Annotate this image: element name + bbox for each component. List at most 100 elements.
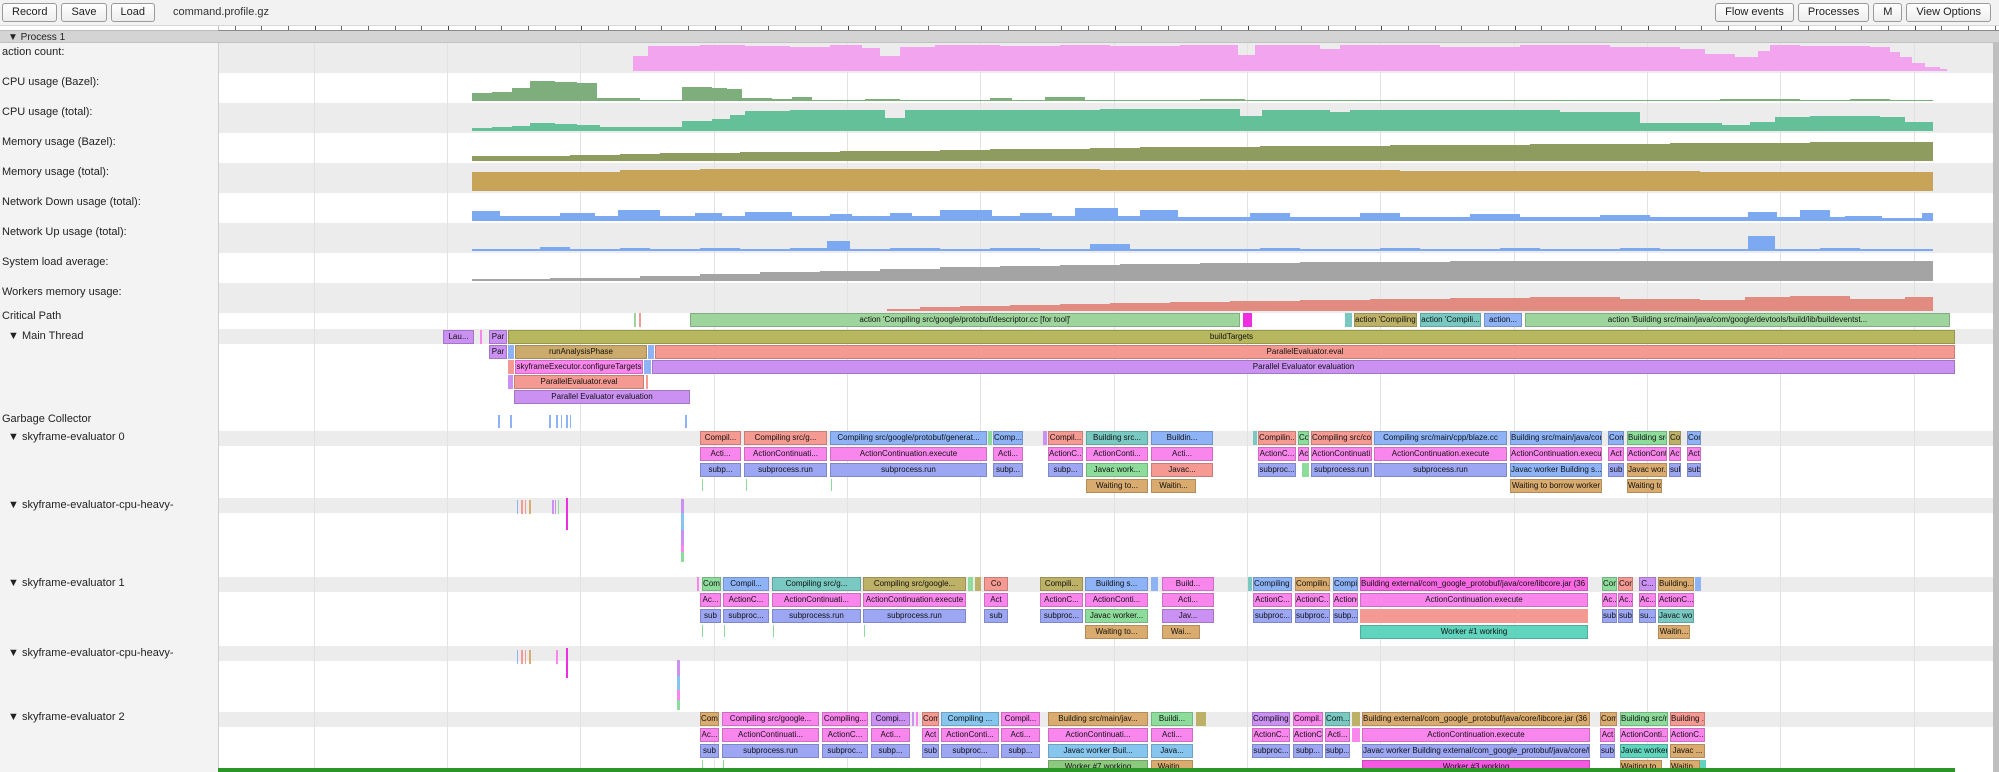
trace-span[interactable]: ActionContinuation.execute — [1510, 447, 1602, 461]
trace-span[interactable]: Acti... — [1001, 728, 1040, 742]
trace-span[interactable]: Waiting to... — [1627, 479, 1662, 493]
trace-span[interactable]: sub — [700, 609, 721, 623]
trace-span[interactable]: ActionConti... — [1086, 447, 1148, 461]
trace-span[interactable] — [646, 375, 648, 389]
trace-span[interactable]: sub — [700, 744, 719, 758]
trace-span[interactable]: Building external/com_google_protobuf/ja… — [1360, 577, 1588, 591]
instant-event-tick[interactable] — [517, 650, 518, 664]
trace-span[interactable]: Parallel Evaluator evaluation — [514, 390, 690, 404]
trace-span[interactable]: Compiling src/g... — [744, 431, 827, 445]
instant-event-tick[interactable] — [685, 415, 687, 428]
trace-span[interactable]: ActionC... — [1252, 728, 1290, 742]
instant-event-tick[interactable] — [566, 648, 568, 678]
trace-span[interactable]: ActionContinuation.execute — [863, 593, 966, 607]
instant-event-tick[interactable] — [517, 500, 518, 514]
trace-span[interactable]: ActionC... — [1670, 728, 1705, 742]
trace-span[interactable]: Compiling src/core/... — [1311, 431, 1372, 445]
trace-span[interactable]: ActionC... — [1048, 447, 1083, 461]
trace-span[interactable]: Compiling src/google/protobuf/generat... — [830, 431, 987, 445]
trace-span[interactable]: ActionContinuati... — [772, 593, 861, 607]
instant-event-tick[interactable] — [556, 650, 558, 664]
trace-span[interactable]: ActionC... — [1293, 728, 1323, 742]
trace-span[interactable]: subproc... — [822, 744, 868, 758]
trace-span[interactable]: Compiling src/main/cpp/blaze.cc — [1374, 431, 1507, 445]
trace-span[interactable]: ActionC... — [1258, 447, 1296, 461]
trace-span[interactable]: Com — [922, 712, 939, 726]
trace-span[interactable]: subprocess.run — [722, 744, 819, 758]
trace-span[interactable]: subprocess.run — [863, 609, 966, 623]
trace-span[interactable]: subp... — [871, 744, 910, 758]
trace-span[interactable]: Act — [1600, 728, 1615, 742]
trace-span[interactable] — [1345, 313, 1352, 327]
trace-span[interactable] — [968, 577, 973, 591]
trace-span[interactable]: ActionContinuati... — [722, 728, 819, 742]
thread-label[interactable]: ▼ skyframe-evaluator 1 — [8, 577, 125, 589]
trace-span[interactable]: subproc... — [1295, 609, 1330, 623]
trace-span[interactable]: Wai... — [1162, 625, 1200, 639]
instant-event-tick[interactable] — [677, 660, 680, 676]
trace-span[interactable] — [1248, 577, 1252, 591]
trace-span[interactable]: sub — [1687, 463, 1701, 477]
chart-net-up[interactable] — [218, 223, 1999, 253]
trace-span[interactable]: subproc... — [1252, 744, 1290, 758]
trace-span[interactable]: Act — [1687, 447, 1701, 461]
trace-span[interactable]: Compil... — [700, 431, 741, 445]
trace-span[interactable]: Javac worker Building s... — [1510, 463, 1602, 477]
trace-span[interactable]: Com — [700, 712, 719, 726]
trace-span[interactable]: Acti... — [993, 447, 1023, 461]
trace-span[interactable]: Building src/main/jav... — [1048, 712, 1148, 726]
trace-span[interactable]: Compiling... — [1252, 712, 1290, 726]
trace-span[interactable]: Javac work... — [1086, 463, 1148, 477]
instant-event-tick[interactable] — [570, 415, 571, 428]
trace-span[interactable]: ActionConti... — [1620, 728, 1668, 742]
trace-span[interactable]: ActionContinuation.execute — [1360, 593, 1588, 607]
trace-span[interactable]: Javac wor... — [1627, 463, 1667, 477]
trace-span[interactable]: Compilin... — [1295, 577, 1330, 591]
trace-span[interactable]: Ac... — [700, 728, 719, 742]
instant-event-tick[interactable] — [521, 500, 523, 514]
trace-span[interactable]: Compiling src/g... — [772, 577, 861, 591]
trace-span[interactable]: ActionConti... — [941, 728, 999, 742]
trace-span[interactable]: ActionC... — [1253, 593, 1292, 607]
trace-span[interactable]: Act — [1608, 447, 1624, 461]
trace-span[interactable]: Worker #1 working — [1360, 625, 1588, 639]
trace-span[interactable]: subp... — [1293, 744, 1323, 758]
chart-action-count[interactable] — [218, 43, 1999, 73]
instant-event-tick[interactable] — [556, 415, 558, 428]
instant-event-tick[interactable] — [677, 676, 680, 690]
instant-event-tick[interactable] — [498, 415, 500, 428]
instant-event-tick[interactable] — [724, 625, 725, 637]
trace-span[interactable]: Par — [489, 345, 507, 359]
trace-span[interactable] — [697, 577, 699, 591]
trace-span[interactable]: action... — [1484, 313, 1522, 327]
trace-span[interactable]: Acti... — [1151, 447, 1213, 461]
instant-event-tick[interactable] — [552, 500, 554, 514]
instant-event-tick[interactable] — [677, 700, 680, 710]
trace-span[interactable]: su... — [1639, 609, 1656, 623]
trace-span[interactable]: Par — [489, 330, 507, 344]
chart-mem-total[interactable] — [218, 163, 1999, 193]
instant-event-tick[interactable] — [702, 479, 703, 491]
trace-span[interactable]: Javac worker Building external/com_googl… — [1362, 744, 1590, 758]
trace-span[interactable] — [1352, 728, 1360, 742]
view-options-button[interactable]: View Options — [1906, 3, 1991, 22]
trace-span[interactable]: Ac... — [700, 593, 721, 607]
trace-span[interactable] — [1043, 431, 1047, 445]
instant-event-tick[interactable] — [681, 530, 684, 545]
trace-span[interactable]: sub — [1600, 744, 1615, 758]
trace-span[interactable]: Acti... — [1162, 593, 1214, 607]
trace-span[interactable]: Compil... — [723, 577, 769, 591]
trace-span[interactable]: sub — [922, 744, 939, 758]
trace-span[interactable]: subproc... — [941, 744, 999, 758]
trace-span[interactable]: ActionC... — [822, 728, 868, 742]
trace-span[interactable]: subprocess.run — [744, 463, 827, 477]
thread-label[interactable]: ▼ skyframe-evaluator-cpu-heavy- — [8, 499, 174, 511]
trace-span[interactable] — [988, 431, 992, 445]
trace-span[interactable]: Compiling src/google... — [722, 712, 819, 726]
trace-span[interactable]: Waiting to... — [1085, 625, 1148, 639]
trace-span[interactable]: ParallelEvaluator.eval — [655, 345, 1955, 359]
chart-net-down[interactable] — [218, 193, 1999, 223]
trace-span[interactable]: Acti... — [871, 728, 910, 742]
trace-span[interactable] — [480, 330, 482, 344]
trace-span[interactable]: Building src/main/java/com/go... — [1510, 431, 1602, 445]
